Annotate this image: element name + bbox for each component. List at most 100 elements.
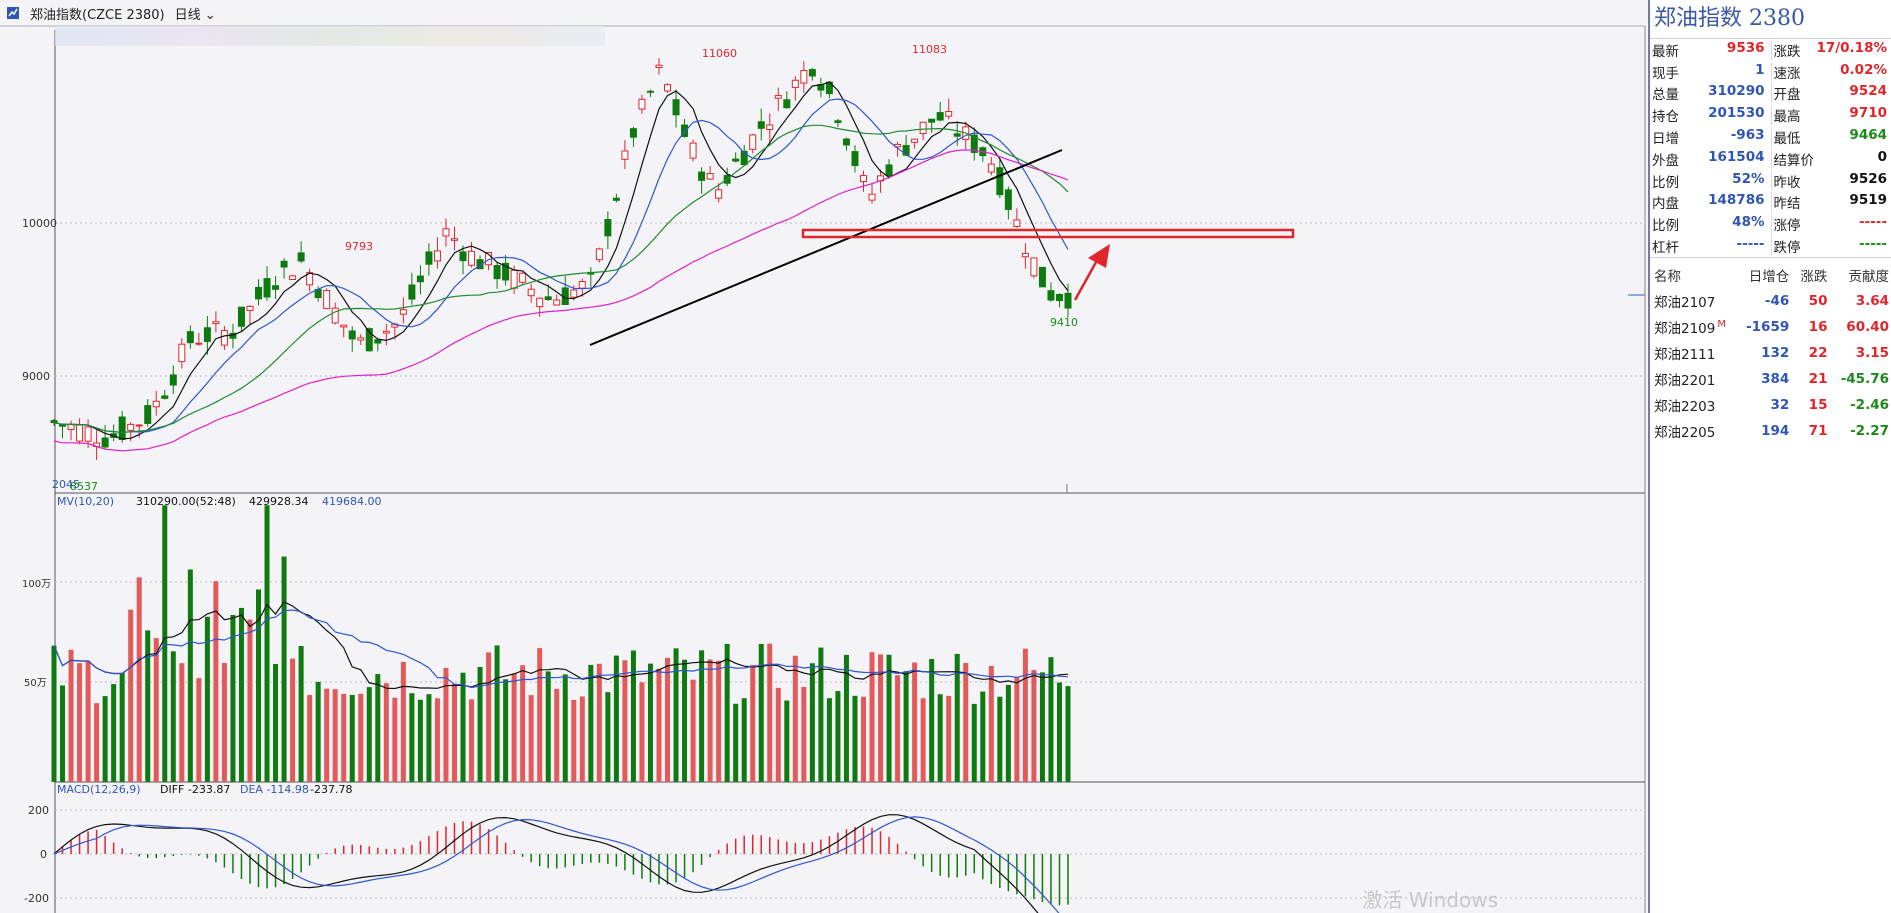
volume-bar [707,659,713,782]
chevron-down-icon: ⌄ [204,7,216,23]
contract-name[interactable]: 郑油2109 M [1650,314,1737,340]
quote-label: 最低 [1773,131,1801,148]
chart-area[interactable]: 10000 9000 100万 50万 200 0 -200 11060 11083 9793 94… [0,0,1648,913]
volume-bar [409,693,415,782]
candle-body [408,284,416,300]
volume-bar [545,671,551,782]
quote-cell: 昨结 9519 [1772,192,1891,212]
volume-bar [946,695,952,782]
volume-legend-prefix: MV(10,20) [57,495,114,508]
volume-bar [1056,682,1062,782]
quote-cell: 日增 -963 [1650,127,1772,148]
contracts-header-cell[interactable]: 名称 [1654,268,1681,285]
instrument-label[interactable]: 郑油指数(CZCE 2380) [30,7,165,23]
contract-oi-change: 32 [1770,396,1790,413]
contract-contribution: 3.64 [1855,292,1889,309]
contracts-header-cell[interactable]: 日增仓 [1748,268,1790,285]
quote-cell: 跌停 ----- [1772,236,1891,256]
volume-bar [85,660,91,782]
contracts-header-cell[interactable]: 贡献度 [1848,268,1890,285]
volume-bar [690,679,696,782]
volume-bar [332,689,338,782]
volume-bar [443,667,449,782]
macd-tick-label: -200 [24,892,49,905]
quote-label: 比例 [1652,218,1679,235]
price-tick-label: 10000 [22,217,57,230]
contract-row[interactable]: 郑油2205 194 71 -2.27 [1650,418,1891,444]
macd-legend-prefix: MACD(12,26,9) [57,783,141,796]
contract-name-text: 郑油2205 [1654,424,1716,441]
candle-body [212,321,220,325]
quote-value: ----- [1858,236,1887,253]
volume-bar [886,654,892,782]
contract-name[interactable]: 郑油2111 [1650,340,1737,366]
quote-cell: 比例 48% [1650,214,1772,235]
candle-body [101,437,109,448]
candle-body [953,133,961,137]
volume-legend-value: 310290.00(52:48) [136,495,236,508]
candle-body [646,90,654,93]
quote-value: 0 [1877,148,1887,165]
quote-grid: 最新 9536 涨跌 17/0.18% 现手 1 速涨 0.02% 总量 310290 开盘 9524… [1650,39,1891,258]
contract-name[interactable]: 郑油2203 [1650,392,1737,418]
candle-body [246,305,254,311]
volume-bar [204,616,210,782]
volume-bar [469,699,475,782]
volume-tick-label: 50万 [24,678,47,689]
quote-label: 比例 [1652,174,1679,191]
candle-body [791,79,799,88]
volume-bar [1031,670,1037,782]
candle-body [612,197,620,201]
candle-body [868,193,876,201]
main-contract-mark: M [1717,319,1726,331]
contract-row[interactable]: 郑油2203 32 15 -2.46 [1650,392,1891,418]
contract-row[interactable]: 郑油2111 132 22 3.15 [1650,340,1891,366]
low-label-2045: 2045 [52,478,80,491]
volume-bar [196,678,202,782]
candle-body [425,251,433,265]
candle-body [357,337,365,341]
volume-bar [102,696,108,782]
candle-body [1013,219,1021,227]
quote-row: 外盘 161504 结算价 0 [1650,148,1891,170]
contracts-header-cell[interactable]: 涨跌 [1800,268,1828,285]
candle-body [220,329,228,346]
candle-body [928,118,936,123]
kline-chart[interactable]: 10000 9000 100万 50万 200 0 -200 11060 11083 9793 94… [0,0,1648,913]
candle-body [1021,252,1029,258]
candle-body [433,250,441,262]
candle-body [195,342,203,345]
volume-bar [417,699,423,782]
volume-bar [630,650,636,782]
volume-bar [221,662,227,782]
period-selector[interactable]: 日线 ⌄ [175,4,216,23]
quote-cell: 内盘 148786 [1650,192,1772,213]
contract-row[interactable]: 郑油2201 384 21 -45.76 [1650,366,1891,392]
volume-bar [912,662,918,782]
volume-bar [716,660,722,782]
volume-bar [77,663,83,782]
contract-row[interactable]: 郑油2107 -46 50 3.64 [1650,288,1891,314]
candle-body [237,306,245,327]
candle-body [834,120,842,123]
volume-bar [750,664,756,782]
candle-body [783,99,791,109]
volume-bar [451,683,457,782]
quote-cell: 速涨 0.02% [1772,62,1891,82]
candle-body [842,138,850,146]
candle-body [1030,257,1038,277]
quote-cell: 现手 1 [1650,61,1772,82]
volume-bar [588,664,594,782]
contract-name[interactable]: 郑油2107 [1650,288,1737,314]
candle-body [808,69,816,77]
volume-bar [298,645,304,782]
volume-bar [758,644,764,782]
candle-body [757,121,765,129]
contract-name[interactable]: 郑油2205 [1650,418,1737,444]
candle-body [749,134,757,150]
volume-bar [860,696,866,782]
candle-body [595,248,603,261]
contract-name[interactable]: 郑油2201 [1650,366,1737,392]
contract-row[interactable]: 郑油2109 M -1659 16 60.40 [1650,314,1891,340]
candle-body [186,331,194,344]
